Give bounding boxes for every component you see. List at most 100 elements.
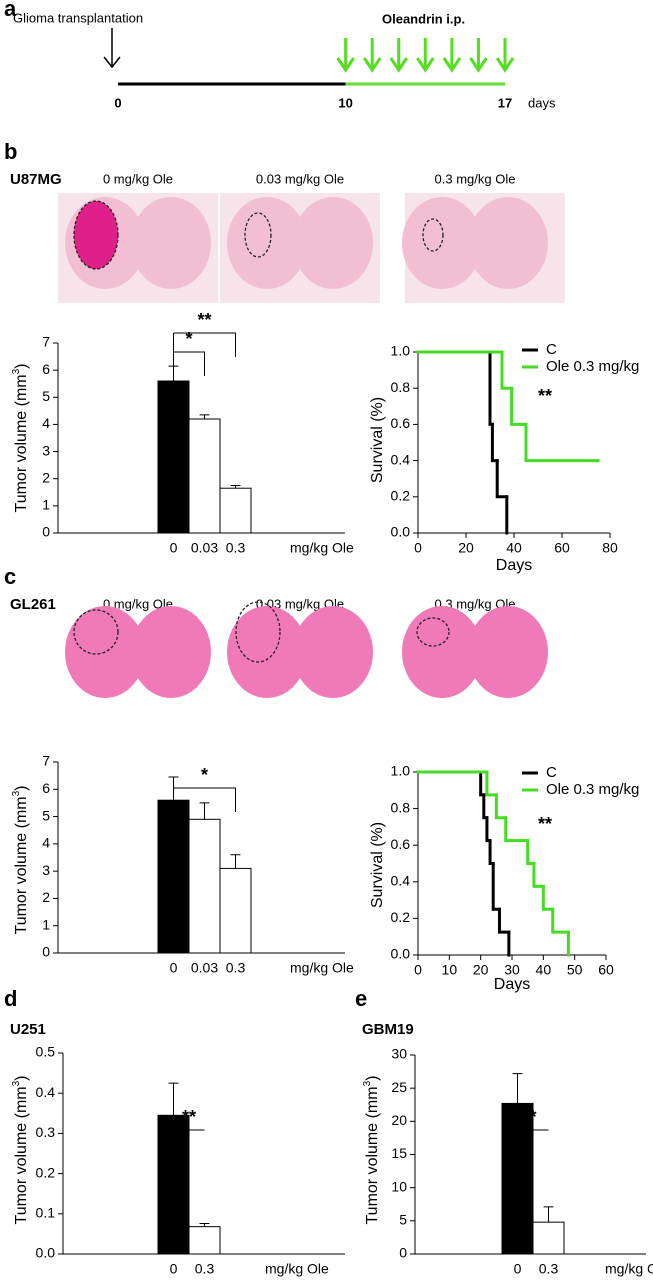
y-tick-label: 0.4 xyxy=(36,1084,56,1100)
x-tick-label: 0.03 xyxy=(191,960,218,976)
y-tick-label: 2 xyxy=(42,469,50,485)
hemisphere xyxy=(227,606,307,698)
tumor-outline xyxy=(235,601,281,663)
y-tick-label: 1.0 xyxy=(391,763,411,779)
y-tick-label: 5 xyxy=(42,807,50,823)
survival-step xyxy=(485,770,498,797)
error-bar xyxy=(543,1206,554,1223)
y-tick-label: 6 xyxy=(42,780,50,796)
x-tick-label: 0 xyxy=(170,1261,178,1277)
error-bar xyxy=(199,802,210,820)
x-unit-label: mg/kg Ole xyxy=(290,960,354,976)
x-tick-label: 0 xyxy=(170,960,178,976)
y-axis-label-part: Tumor volume (mm xyxy=(13,374,30,512)
x-tick-label: 60 xyxy=(598,962,614,978)
y-tick-label: 3 xyxy=(42,862,50,878)
survival-step xyxy=(495,459,509,499)
y-axis-label-part: Tumor volume (mm xyxy=(13,1086,30,1224)
bar xyxy=(188,418,221,534)
timeline-start-text: Glioma transplantation xyxy=(13,10,143,25)
injection-arrow xyxy=(389,38,409,73)
survival-step xyxy=(526,839,536,865)
hemisphere xyxy=(293,606,373,698)
y-tick-label: 0.6 xyxy=(391,836,411,852)
bar xyxy=(188,1226,221,1255)
survival-step xyxy=(541,884,555,911)
cell-line-label: U251 xyxy=(10,1021,46,1038)
brain-section xyxy=(58,193,218,303)
hemisphere xyxy=(227,197,307,289)
survival-step xyxy=(500,350,514,390)
legend-label: C xyxy=(546,764,557,781)
y-tick-label: 4 xyxy=(42,415,50,431)
x-tick-label: 20 xyxy=(458,540,474,556)
x-unit-label: mg/kg Ole xyxy=(605,1261,653,1277)
y-tick-label: 0.0 xyxy=(36,1245,56,1261)
brain-section xyxy=(227,601,373,698)
survival-step xyxy=(488,350,494,426)
y-axis-label: Tumor volume (mm3) xyxy=(11,786,30,935)
y-axis-label: Tumor volume (mm3) xyxy=(362,1076,381,1225)
significance-bracket xyxy=(173,332,236,357)
panel-label: e xyxy=(355,986,367,1011)
brain-section xyxy=(65,606,211,698)
hemisphere xyxy=(468,197,548,289)
x-axis-label: Days xyxy=(494,976,530,993)
y-tick-label: 5 xyxy=(42,388,50,404)
y-tick-label: 5 xyxy=(399,1212,407,1228)
survival-step xyxy=(551,907,570,934)
injection-arrow xyxy=(442,38,462,73)
injection-arrow xyxy=(416,38,435,73)
y-tick-label: 0.8 xyxy=(391,799,411,815)
y-axis-label-part: ) xyxy=(13,1076,30,1081)
y-tick-label: 20 xyxy=(391,1112,407,1128)
transplant-arrow xyxy=(103,28,121,69)
y-tick-label: 1 xyxy=(42,497,50,513)
x-tick-label: 0.3 xyxy=(226,540,246,556)
injection-arrow xyxy=(495,38,515,73)
x-tick-label: 60 xyxy=(554,540,570,556)
y-tick-label: 0.2 xyxy=(391,909,411,925)
y-tick-label: 0.2 xyxy=(36,1164,56,1180)
panel-label: d xyxy=(4,986,17,1011)
significance-label: ** xyxy=(182,1107,196,1127)
y-tick-label: 7 xyxy=(42,334,50,350)
y-tick-label: 0.3 xyxy=(36,1124,56,1140)
legend-label: Ole 0.3 mg/kg xyxy=(546,781,639,798)
timeline-tick-label: 17 xyxy=(498,95,512,110)
y-tick-label: 7 xyxy=(42,753,50,769)
error-bar xyxy=(512,1073,523,1104)
y-tick-label: 0 xyxy=(42,944,50,960)
x-axis-label: Days xyxy=(496,557,532,574)
y-axis-label: Survival (%) xyxy=(369,822,386,908)
injection-arrow xyxy=(362,38,382,73)
x-tick-label: 40 xyxy=(506,540,522,556)
image-label: 0 mg/kg Ole xyxy=(103,171,173,186)
significance-label: ** xyxy=(197,310,211,330)
image-label: 0.3 mg/kg Ole xyxy=(435,596,516,611)
hemisphere xyxy=(293,197,373,289)
y-tick-label: 30 xyxy=(391,1046,407,1062)
error-bar xyxy=(230,854,241,869)
survival-step xyxy=(524,422,600,463)
y-axis-label-part: 3 xyxy=(11,368,22,374)
significance-bracket xyxy=(173,787,236,812)
image-label: 0 mg/kg Ole xyxy=(103,596,173,611)
x-tick-label: 50 xyxy=(567,962,583,978)
y-tick-label: 0.1 xyxy=(36,1205,56,1221)
x-tick-label: 0.3 xyxy=(195,1261,215,1277)
x-tick-label: 40 xyxy=(536,962,552,978)
survival-step xyxy=(482,793,489,820)
y-tick-label: 0 xyxy=(399,1245,407,1261)
x-tick-label: 0.3 xyxy=(226,960,246,976)
legend-label: C xyxy=(546,341,557,358)
cell-line-label: GL261 xyxy=(10,596,56,613)
legend-label: Ole 0.3 mg/kg xyxy=(546,358,639,375)
timeline-treatment-text: Oleandrin i.p. xyxy=(382,11,465,26)
x-tick-label: 0.03 xyxy=(191,540,218,556)
cell-line-label: GBM19 xyxy=(362,1021,414,1038)
x-tick-label: 20 xyxy=(473,962,489,978)
panel-label: a xyxy=(4,0,17,21)
survival-step xyxy=(510,386,528,426)
